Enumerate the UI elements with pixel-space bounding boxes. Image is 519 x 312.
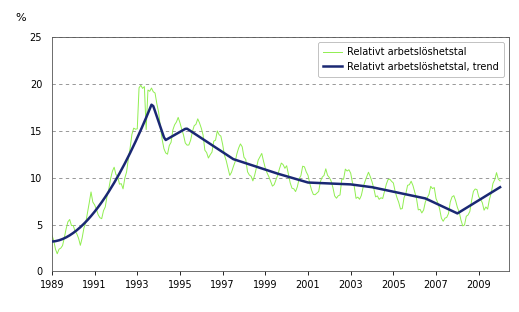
Relativt arbetslöshetstal [296, 177, 302, 181]
Relativt arbetslöshetstal [138, 83, 144, 87]
Relativt arbetslöshetstal, trend [148, 103, 155, 107]
Relativt arbetslöshetstal, trend [497, 185, 503, 189]
Relativt arbetslöshetstal [239, 145, 245, 149]
Relativt arbetslöshetstal, trend [116, 172, 122, 175]
Relativt arbetslöshetstal [497, 179, 503, 183]
Relativt arbetslöshetstal [298, 174, 304, 178]
Relativt arbetslöshetstal [447, 200, 454, 204]
Legend: Relativt arbetslöshetstal, Relativt arbetslöshetstal, trend: Relativt arbetslöshetstal, Relativt arbe… [318, 42, 504, 77]
Relativt arbetslöshetstal [49, 233, 55, 237]
Relativt arbetslöshetstal, trend [296, 178, 302, 182]
Relativt arbetslöshetstal, trend [49, 240, 55, 243]
Relativt arbetslöshetstal, trend [237, 159, 243, 163]
Line: Relativt arbetslöshetstal: Relativt arbetslöshetstal [52, 85, 500, 254]
Line: Relativt arbetslöshetstal, trend: Relativt arbetslöshetstal, trend [52, 105, 500, 241]
Text: %: % [16, 13, 26, 23]
Relativt arbetslöshetstal, trend [294, 178, 301, 181]
Relativt arbetslöshetstal, trend [445, 207, 452, 211]
Relativt arbetslöshetstal [227, 173, 233, 177]
Relativt arbetslöshetstal, trend [225, 154, 231, 158]
Relativt arbetslöshetstal [54, 252, 60, 256]
Relativt arbetslöshetstal [118, 182, 125, 186]
